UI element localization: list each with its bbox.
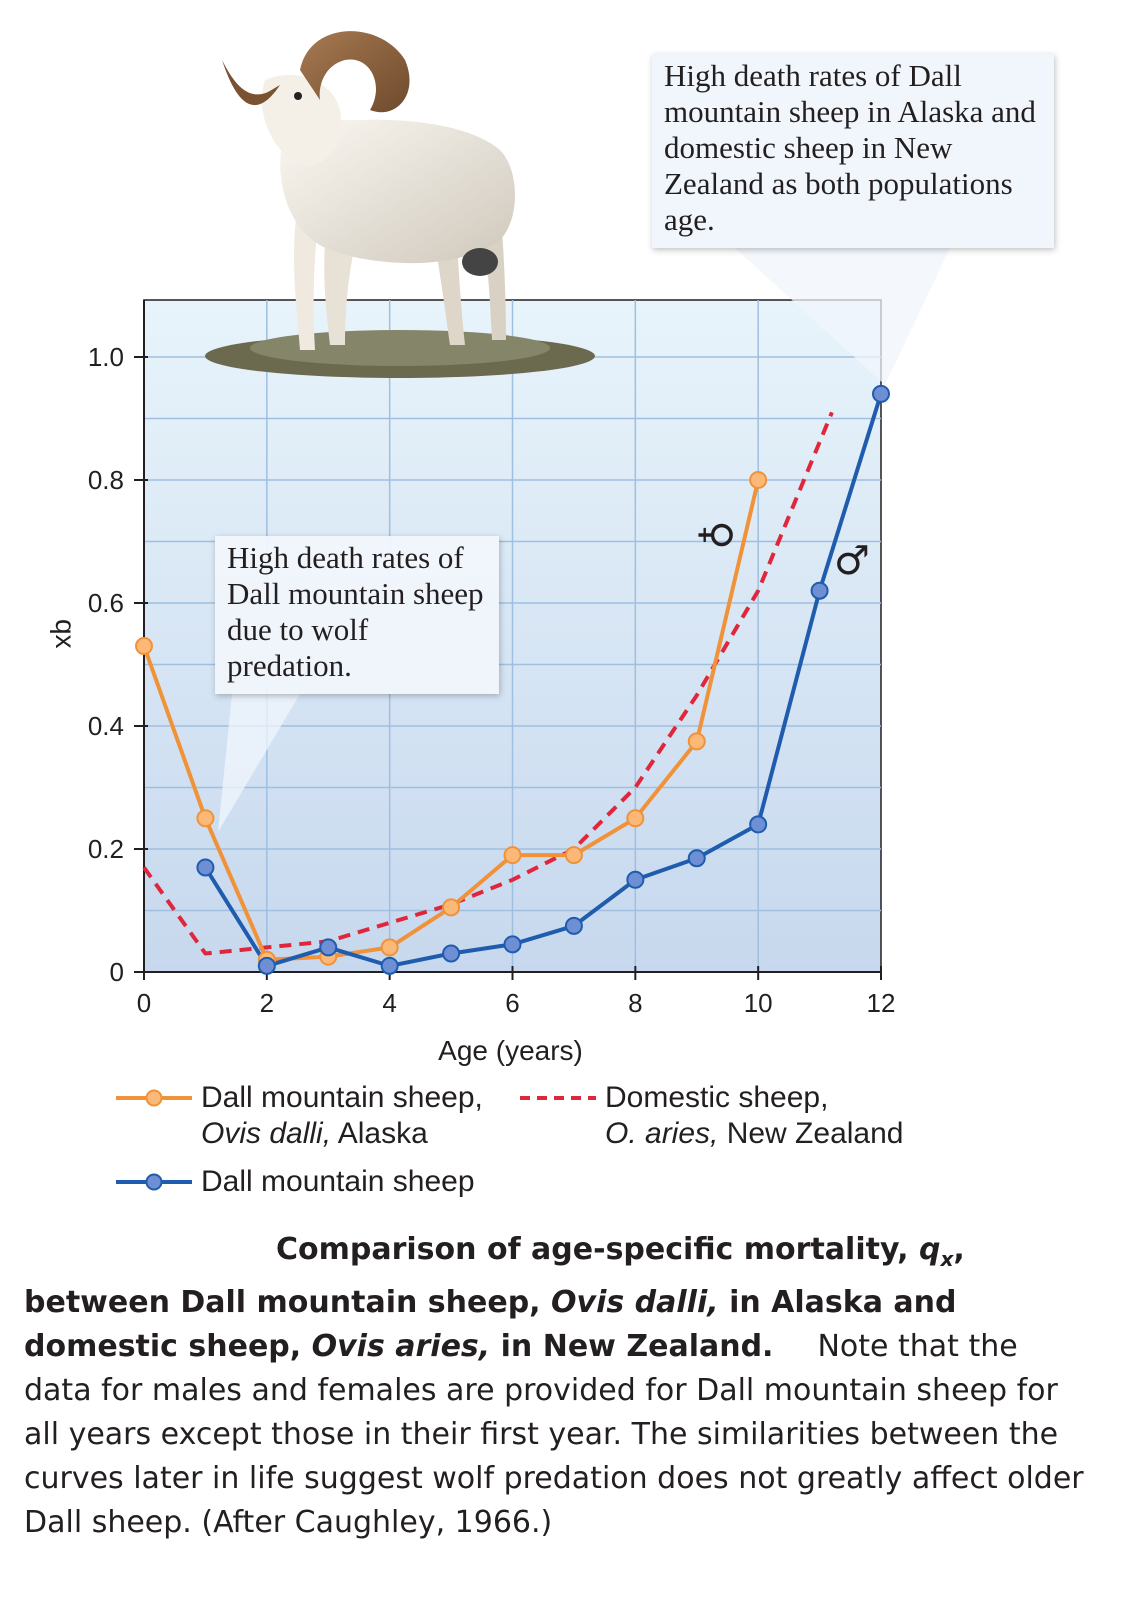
legend-red-species: O. aries, — [605, 1117, 719, 1150]
caption-body: Note that the data for males and females… — [24, 1329, 1084, 1540]
legend-orange: Dall mountain sheep, Ovis dalli, Alaska — [201, 1080, 483, 1152]
x-tick-label-4: 4 — [382, 988, 396, 1018]
series-1-point-7 — [626, 870, 645, 889]
caption-sub: x — [940, 1247, 954, 1271]
series-0-point-9 — [687, 732, 706, 751]
callout-wolf-text: High death rates of Dall mountain sheep … — [227, 540, 484, 683]
legend-swatches — [116, 1089, 192, 1191]
caption-species-2: Ovis aries, — [311, 1329, 491, 1364]
legend-red: Domestic sheep, O. aries, New Zealand — [605, 1080, 903, 1152]
series-0-point-8 — [626, 809, 645, 828]
series-1-point-4 — [442, 944, 461, 963]
x-tick-label-10: 10 — [744, 988, 773, 1018]
caption-var: q — [919, 1232, 941, 1267]
series-1-point-5 — [503, 935, 522, 954]
series-0-point-4 — [380, 938, 399, 957]
series-0-point-7 — [564, 846, 583, 865]
series-line-2 — [142, 411, 834, 956]
y-tick-label-0.4: 0.4 — [88, 711, 124, 741]
caption-bold-1: Comparison of age-specific mortality, — [276, 1232, 920, 1267]
series-1-point-3 — [380, 956, 399, 975]
y-tick-label-0.6: 0.6 — [88, 588, 124, 618]
caption-bold-3: in Alaska and domestic sheep, — [24, 1285, 957, 1364]
caption-species-1: Ovis dalli, — [551, 1285, 719, 1320]
callout-wolf-predation: High death rates of Dall mountain sheep … — [215, 536, 499, 694]
legend-red-line2: O. aries, New Zealand — [605, 1116, 903, 1152]
x-tick-label-6: 6 — [505, 988, 519, 1018]
caption-bold-4: in New Zealand. — [490, 1329, 774, 1364]
chart: 0 2 4 6 8 10 12 0 0.2 0.4 0.6 0.8 1.0 Age (years) qx — [50, 31, 950, 1066]
x-tick-label-12: 12 — [867, 988, 896, 1018]
series-0-point-1 — [196, 809, 215, 828]
x-tick-label-2: 2 — [260, 988, 274, 1018]
legend-blue-label: Dall mountain sheep — [201, 1165, 475, 1198]
y-tick-label-0.8: 0.8 — [88, 465, 124, 495]
dall-ram-illustration — [205, 31, 595, 378]
callout-aging-text: High death rates of Dall mountain sheep … — [664, 58, 1036, 237]
series-1-point-10 — [810, 581, 829, 600]
series-1-point-6 — [564, 916, 583, 935]
callout-aging-pointer — [735, 248, 950, 385]
legend-orange-species: Ovis dalli, — [201, 1117, 332, 1150]
series-1-point-11 — [872, 384, 890, 403]
series-0-point-5 — [442, 898, 461, 917]
x-tick-label-0: 0 — [137, 988, 151, 1018]
series-1-point-8 — [687, 849, 706, 868]
callout-wolf-pointer — [218, 694, 300, 832]
series-1-point-2 — [319, 938, 338, 957]
x-axis-title: Age (years) — [438, 1035, 583, 1066]
female-symbol: ♀ — [693, 520, 740, 550]
y-axis-title: qx — [50, 619, 81, 649]
figure-caption: Comparison of age-specific mortality, qx… — [24, 1228, 1094, 1545]
series-0-point-6 — [503, 846, 522, 865]
series-0-point-0 — [135, 637, 153, 656]
series-1-point-1 — [257, 956, 276, 975]
legend-orange-line2: Ovis dalli, Alaska — [201, 1116, 483, 1152]
legend-orange-place: Alaska — [331, 1117, 428, 1150]
caption-bold-2: , between Dall mountain sheep, — [24, 1232, 965, 1320]
legend-blue: Dall mountain sheep — [201, 1164, 475, 1200]
series-1-point-0 — [196, 858, 215, 877]
legend-marker-orange — [145, 1089, 163, 1107]
series-0-point-10 — [749, 471, 768, 489]
callout-aging: High death rates of Dall mountain sheep … — [652, 54, 1054, 248]
series-1-point-9 — [749, 815, 768, 834]
y-tick-label-1.0: 1.0 — [88, 342, 124, 372]
y-tick-label-0.2: 0.2 — [88, 834, 124, 864]
legend-orange-line1: Dall mountain sheep, — [201, 1081, 483, 1114]
legend-red-line1: Domestic sheep, — [605, 1081, 829, 1114]
legend-swatch-red-wrap — [520, 1096, 596, 1100]
x-tick-label-8: 8 — [628, 988, 642, 1018]
legend-red-place: New Zealand — [718, 1117, 904, 1150]
y-tick-label-0: 0 — [110, 957, 124, 987]
legend-marker-blue — [145, 1173, 163, 1191]
series-line-1 — [203, 393, 883, 968]
male-symbol: ♂ — [834, 538, 870, 584]
